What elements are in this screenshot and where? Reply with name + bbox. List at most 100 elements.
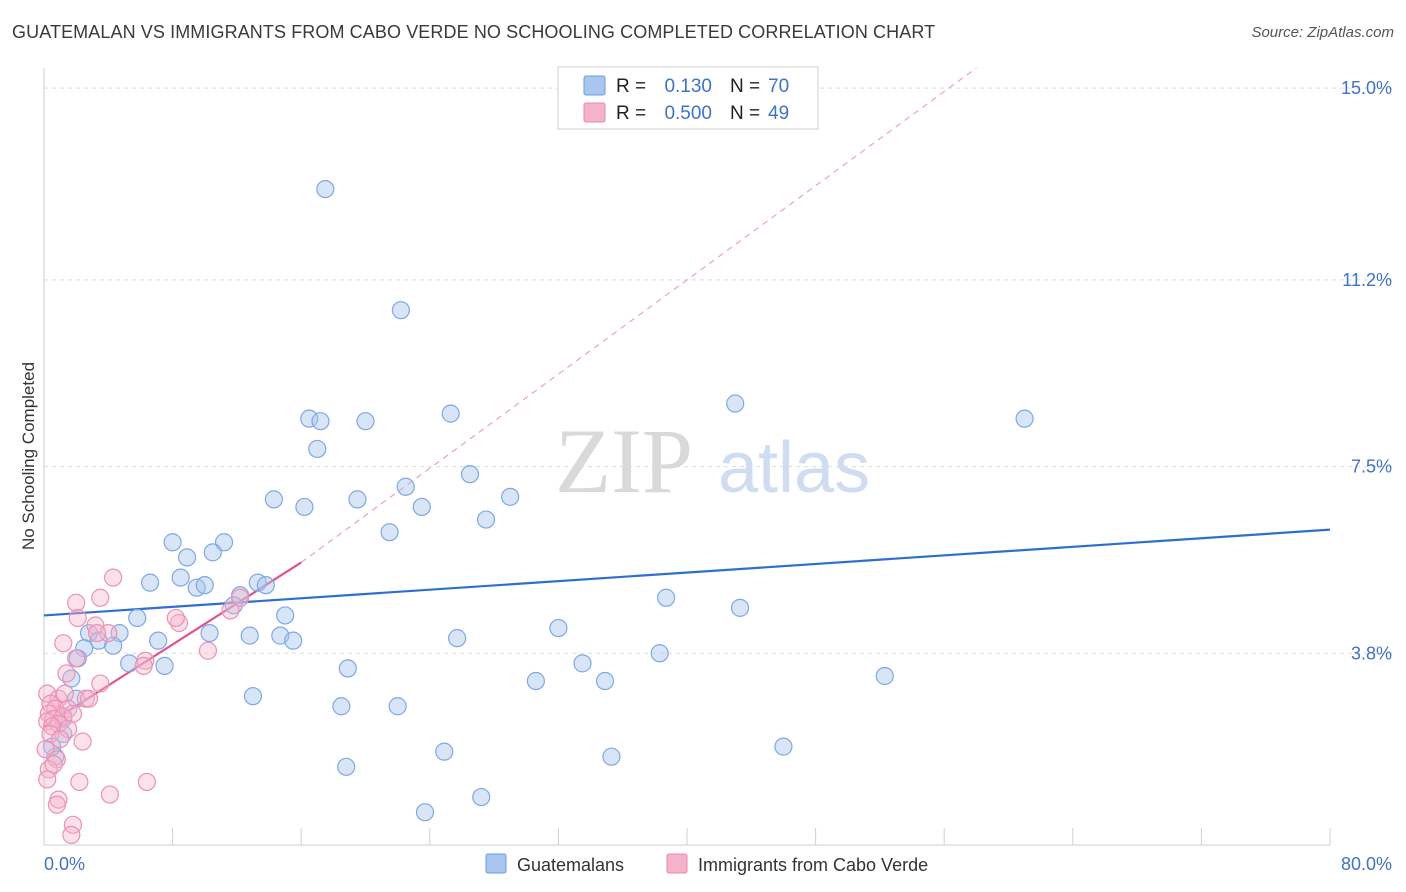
point-guatemalans-2 [726,394,745,413]
point-cabo-verde-16 [57,664,76,683]
point-guatemalans-3 [1015,409,1034,428]
point-guatemalans-43 [89,631,108,650]
point-guatemalans-60 [774,737,793,756]
point-cabo-verde-43 [137,772,156,792]
point-cabo-verde-15 [67,649,86,668]
point-guatemalans-17 [380,523,399,542]
point-guatemalans-19 [214,533,234,552]
gridlines [44,87,1392,654]
point-guatemalans-32 [657,588,676,607]
legend-label-guatemalans: Guatemalans [517,855,624,875]
point-guatemalans-9 [460,465,480,484]
point-guatemalans-52 [526,671,545,691]
data-points [36,179,1034,845]
point-guatemalans-64 [337,757,356,776]
stats-r-label-blue: R = [616,76,646,97]
point-guatemalans-37 [240,626,259,645]
legend-swatch-cabo-verde [666,853,688,874]
point-guatemalans-30 [128,608,147,628]
point-guatemalans-56 [243,687,263,706]
stats-n-value-blue: 70 [768,76,789,97]
point-cabo-verde-18 [38,684,57,703]
point-cabo-verde-11 [54,634,73,653]
point-cabo-verde-35 [50,729,70,749]
point-cabo-verde-22 [79,689,99,708]
y-tick-label-3: 15.0% [1341,78,1392,98]
point-guatemalans-42 [549,618,568,638]
point-guatemalans-6 [356,412,375,431]
stats-r-value-pink: 0.500 [664,103,712,124]
series-legend: Guatemalans Immigrants from Cabo Verde [485,853,928,875]
point-guatemalans-8 [308,439,327,459]
point-cabo-verde-2 [67,593,86,612]
y-tick-label-0: 3.8% [1351,643,1392,663]
point-cabo-verde-6 [68,608,87,628]
trend-line-guatemalans [43,528,1331,617]
point-guatemalans-20 [177,548,197,567]
point-cabo-verde-3 [231,588,250,607]
point-guatemalans-25 [195,576,214,595]
point-guatemalans-54 [650,644,669,663]
point-cabo-verde-40 [44,755,63,774]
point-guatemalans-58 [388,697,407,716]
point-guatemalans-29 [224,596,243,615]
point-guatemalans-53 [595,671,615,691]
point-cabo-verde-44 [100,785,120,804]
x-axis-ticks [43,828,1331,845]
stats-swatch-pink [583,102,606,123]
watermark-atlas: atlas [718,428,870,508]
stats-n-value-pink: 49 [768,103,789,124]
point-guatemalans-39 [284,631,303,650]
point-cabo-verde-14 [134,656,153,675]
point-cabo-verde-37 [36,740,55,759]
chart-title: GUATEMALAN VS IMMIGRANTS FROM CABO VERDE… [12,22,936,42]
point-guatemalans-0 [316,179,335,199]
y-tick-labels: 3.8% 7.5% 11.2% 15.0% [1341,78,1392,663]
point-cabo-verde-46 [47,795,66,814]
legend-label-cabo-verde: Immigrants from Cabo Verde [698,855,928,875]
point-guatemalans-49 [338,659,357,678]
point-guatemalans-16 [476,510,496,529]
trend-extension-cabo-verde [300,67,977,563]
source-label: Source: ZipAtlas.com [1251,24,1394,41]
point-cabo-verde-32 [63,704,83,723]
point-guatemalans-23 [171,568,190,587]
point-guatemalans-7 [441,404,460,423]
point-guatemalans-4 [300,409,319,428]
point-guatemalans-62 [435,742,454,761]
point-cabo-verde-10 [87,623,107,643]
point-guatemalans-21 [203,543,222,562]
x-tick-label-max: 80.0% [1341,854,1392,874]
stats-swatch-blue [583,75,606,96]
point-cabo-verde-48 [62,825,81,845]
point-cabo-verde-36 [73,732,92,751]
x-tick-label-min: 0.0% [44,854,85,874]
y-tick-label-1: 7.5% [1351,457,1392,477]
point-guatemalans-33 [730,598,750,617]
stats-n-label-pink: N = [730,103,760,124]
stats-legend: R = 0.130 N = 70 R = 0.500 N = 49 [557,66,819,130]
point-guatemalans-5 [311,412,330,431]
point-guatemalans-31 [276,606,295,625]
point-guatemalans-15 [412,497,431,517]
point-cabo-verde-17 [91,674,110,693]
point-guatemalans-13 [295,497,314,517]
watermark-zip: ZIP [555,410,693,512]
point-cabo-verde-42 [70,772,89,792]
trend-lines [43,67,1331,728]
stats-r-label-pink: R = [616,103,646,124]
point-guatemalans-10 [396,477,415,496]
point-guatemalans-63 [602,747,621,766]
y-axis-title: No Schooling Completed [19,362,38,550]
point-guatemalans-18 [163,533,182,552]
point-cabo-verde-12 [198,641,218,660]
point-cabo-verde-4 [169,613,189,633]
point-guatemalans-57 [332,697,351,716]
point-guatemalans-40 [149,631,168,650]
stats-r-value-blue: 0.130 [664,76,712,97]
point-cabo-verde-5 [221,601,240,620]
point-cabo-verde-7 [166,608,185,628]
point-guatemalans-65 [472,787,491,807]
point-guatemalans-51 [62,669,81,688]
